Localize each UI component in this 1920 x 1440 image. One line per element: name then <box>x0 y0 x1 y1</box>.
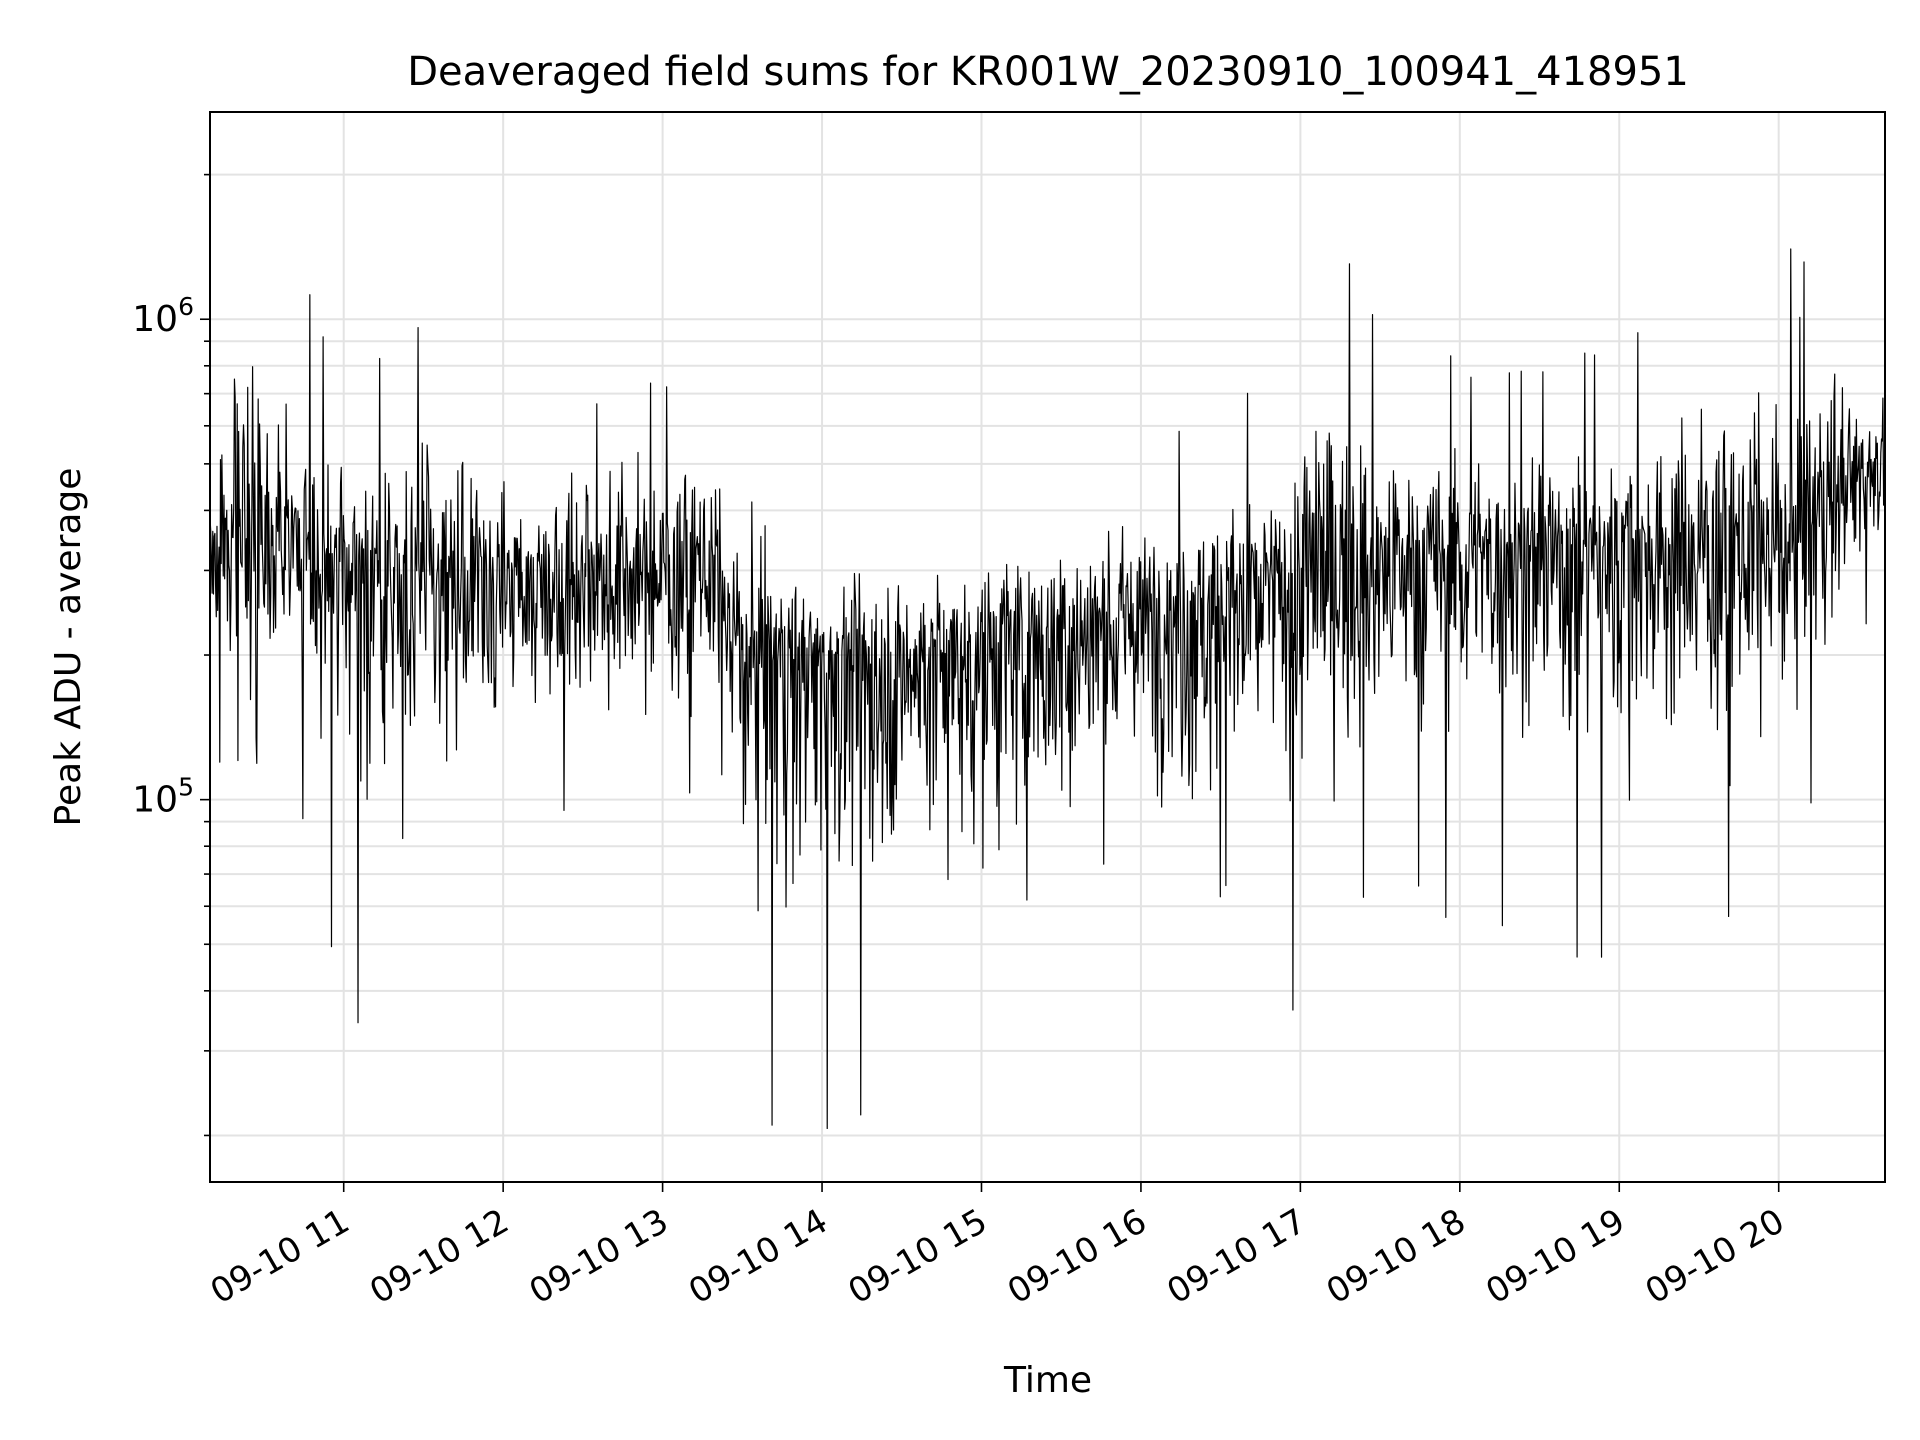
data-line <box>209 248 1886 1130</box>
x-axis-label: Time <box>1003 1360 1092 1401</box>
chart-title: Deaveraged field sums for KR001W_2023091… <box>407 49 1689 95</box>
y-tick-label: 105 <box>132 773 194 821</box>
plot-frame <box>209 111 1886 1183</box>
y-axis-label: Peak ADU - average <box>48 468 89 827</box>
y-tick-label: 106 <box>132 292 194 340</box>
data-line-group <box>209 248 1886 1130</box>
